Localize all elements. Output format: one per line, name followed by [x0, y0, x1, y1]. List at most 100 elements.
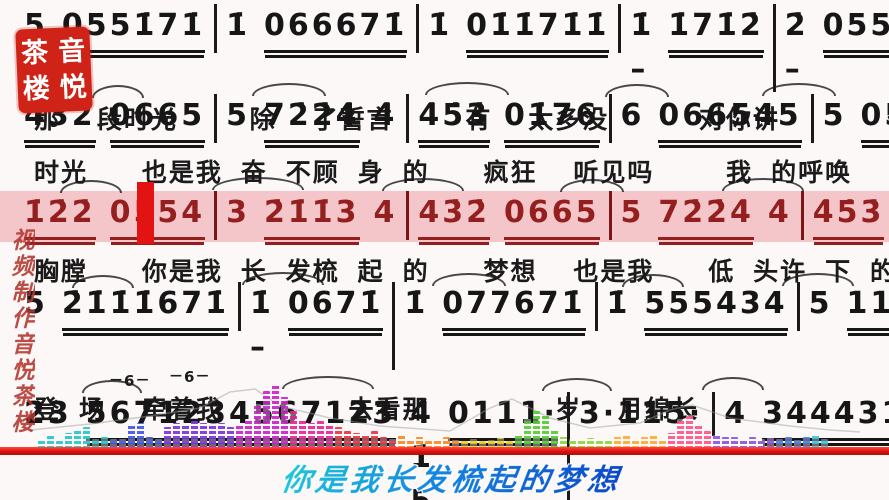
- equalizer-bar: [695, 425, 702, 449]
- note-group: 3: [226, 195, 250, 230]
- tuplet-mark: 6: [108, 372, 150, 390]
- equalizer-bar: [623, 435, 630, 449]
- equalizer-bar: [677, 419, 684, 449]
- equalizer-bar: [722, 437, 729, 449]
- measure: 43̇2̇ 0665: [409, 191, 612, 245]
- equalizer-bar: [605, 439, 612, 449]
- measure: 1̇ 066671̇: [217, 4, 420, 58]
- equalizer-bar: [407, 439, 414, 449]
- equalizer-bar: [128, 425, 135, 449]
- equalizer-bar: [542, 415, 549, 449]
- equalizer-bar: [263, 391, 270, 449]
- lyrics-line: 登 场 牵着我 去看那 岁 月绵长: [34, 396, 699, 424]
- equalizer-bar: [137, 423, 144, 449]
- equalizer-bar: [578, 440, 585, 449]
- equalizer-bar: [38, 439, 45, 449]
- equalizer-bar: [254, 404, 261, 449]
- note-group: 4̇5̇3̇: [418, 94, 490, 148]
- note-group: 4̇: [767, 195, 792, 230]
- measure: 1̇ – 0671̇: [241, 282, 396, 370]
- equalizer-bar: [191, 421, 198, 449]
- equalizer-bar: [308, 423, 315, 449]
- measure: 5 72̇2̇4̇ 4̇: [612, 191, 804, 245]
- equalizer-bar: [803, 437, 810, 449]
- equalizer-bar: [740, 439, 747, 449]
- subtitle-karaoke: 你是我长发梳起的梦想: [279, 455, 625, 499]
- note-group: 5: [24, 286, 48, 321]
- equalizer-bar: [749, 437, 756, 449]
- equalizer-bar: [290, 411, 297, 449]
- equalizer-bar: [767, 438, 774, 449]
- lyrics-line: 胸膛 你是我 长 发梳 起 的 梦想 也是我 低 头许 下 的 愿望 有一天 你…: [34, 258, 889, 286]
- equalizer-bar: [821, 439, 828, 449]
- equalizer-bar: [596, 441, 603, 449]
- equalizer-bar: [182, 425, 189, 449]
- equalizer-bar: [434, 439, 441, 449]
- equalizer-bar: [398, 435, 405, 449]
- equalizer-bar: [776, 439, 783, 449]
- equalizer-bar: [101, 437, 108, 449]
- score-row: 5 2̇1̇1̇1̇671̇ 1̇ –0671̇ 1̇ 077671̇ 1̇ 555434 5…: [0, 282, 889, 426]
- measure: 3 2̇1̇1̇3 4: [217, 191, 410, 245]
- equalizer-bar: [281, 397, 288, 449]
- equalizer-bar: [785, 437, 792, 449]
- equalizer-bar: [83, 427, 90, 449]
- note-group: 1̇: [226, 8, 250, 43]
- note-group: 4̇5̇3̇: [812, 191, 885, 245]
- equalizer-bar: [92, 439, 99, 449]
- equalizer-bar: [173, 423, 180, 449]
- notation-line: 5 0551̇71̇ 1̇ 066671̇ 1̇ 01̇1̇71̇1̇ 1̇ –1̇71̇2…: [22, 4, 889, 92]
- equalizer-bar: [479, 441, 486, 449]
- equalizer-bar: [218, 423, 225, 449]
- measure: 6 066545: [612, 94, 814, 148]
- note-group: 6: [620, 98, 645, 133]
- note-group: 2̇1̇1̇1̇671̇: [61, 282, 229, 336]
- note-group: 1̇ –: [250, 286, 274, 365]
- divider-line: [0, 447, 889, 455]
- equalizer-bar: [146, 437, 153, 449]
- equalizer-bar: [794, 440, 801, 449]
- note-group: 0554: [822, 4, 889, 58]
- equalizer-bar: [47, 435, 54, 449]
- note-group: 1̇71̇2̇: [668, 4, 764, 58]
- equalizer-bar: [362, 435, 369, 449]
- equalizer-bar: [650, 435, 657, 449]
- score-row: 1̇2̇2̇ 0554 3 2̇1̇1̇3 4 43̇2̇ 0665 5 72̇2̇4̇ 4̇ 4̇…: [0, 191, 889, 288]
- equalizer-bar: [326, 425, 333, 449]
- measure: 5 2̇1̇1̇1̇671̇: [22, 282, 241, 336]
- tuplet-mark: 6: [168, 368, 210, 386]
- equalizer-bar: [614, 437, 621, 449]
- equalizer-bar: [209, 425, 216, 449]
- equalizer-bar: [515, 435, 522, 449]
- equalizer-bar: [686, 415, 693, 449]
- equalizer-bar: [416, 437, 423, 449]
- equalizer-bar: [371, 431, 378, 449]
- measure: 4̇5̇3̇ 01̇76: [409, 94, 612, 148]
- waveform-trace: [30, 388, 860, 433]
- note-group: 066545: [658, 94, 802, 148]
- notation-line: 1̇2̇2̇ 0554 3 2̇1̇1̇3 4 43̇2̇ 0665 5 72̇2̇4̇ 4̇ 4̇…: [22, 191, 885, 245]
- equalizer-bar: [164, 427, 171, 449]
- note-group: 1̇ –: [630, 8, 655, 87]
- note-group: 0554: [109, 191, 206, 245]
- equalizer-bar: [758, 439, 765, 449]
- equalizer-bar: [74, 429, 81, 449]
- equalizer-bar: [344, 431, 351, 449]
- seal-char: 悦: [59, 71, 88, 103]
- equalizer-bar: [560, 437, 567, 449]
- note-group: 4̇: [373, 98, 398, 133]
- measure: 5 72̇2̇4̇ 4̇: [217, 94, 410, 148]
- note-group: 055434: [860, 94, 889, 148]
- equalizer-bar: [119, 439, 126, 449]
- equalizer-bar: [461, 441, 468, 449]
- audio-equalizer: [38, 385, 850, 449]
- equalizer-bar: [425, 441, 432, 449]
- equalizer-bar: [569, 439, 576, 449]
- note-group: 1̇: [404, 286, 429, 321]
- note-group: 01̇1̇71̇1̇: [466, 4, 610, 58]
- equalizer-bar: [200, 423, 207, 449]
- measure: 1̇ 555434: [598, 282, 800, 336]
- equalizer-bar: [488, 440, 495, 449]
- equalizer-bar: [506, 441, 513, 449]
